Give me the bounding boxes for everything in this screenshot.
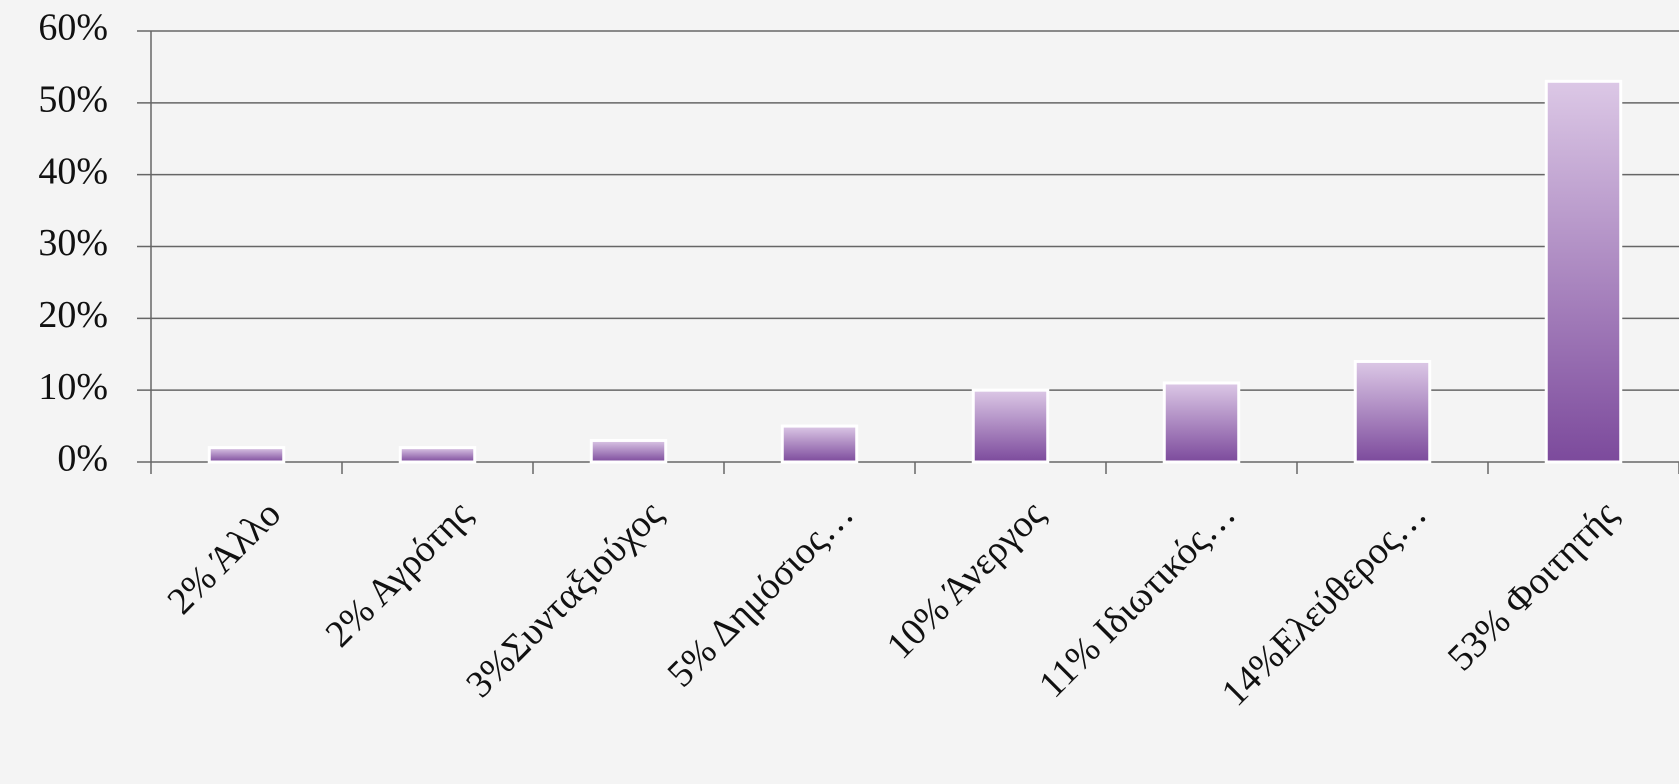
bar bbox=[780, 424, 859, 464]
x-tick-label: 14%Ελεύθερος… bbox=[1214, 493, 1435, 714]
bar bbox=[1162, 381, 1241, 464]
x-tick-label: 53% Φοιτητής bbox=[1440, 493, 1626, 679]
x-tick-label: 3%Συνταξιούχος bbox=[458, 493, 671, 706]
bar bbox=[398, 446, 477, 464]
bar bbox=[207, 446, 286, 464]
y-tick-label: 10% bbox=[38, 366, 108, 408]
x-tick-label: 2% Άλλο bbox=[159, 493, 289, 623]
bar bbox=[1544, 79, 1623, 464]
bar bbox=[1353, 359, 1432, 464]
y-tick-label: 20% bbox=[38, 294, 108, 336]
x-tick-label: 2% Αγρότης bbox=[318, 493, 481, 656]
y-tick-label: 40% bbox=[38, 150, 108, 192]
x-tick-label: 11% Ιδιωτικός… bbox=[1031, 493, 1244, 706]
y-tick-label: 0% bbox=[57, 438, 108, 480]
bar bbox=[971, 388, 1050, 464]
y-tick-label: 50% bbox=[38, 79, 108, 121]
y-tick-label: 60% bbox=[38, 7, 108, 49]
x-tick-label: 5% Δημόσιος… bbox=[659, 493, 862, 696]
x-tick-label: 10% Άνεργος bbox=[879, 493, 1053, 667]
bar bbox=[589, 438, 668, 464]
y-tick-label: 30% bbox=[38, 222, 108, 264]
